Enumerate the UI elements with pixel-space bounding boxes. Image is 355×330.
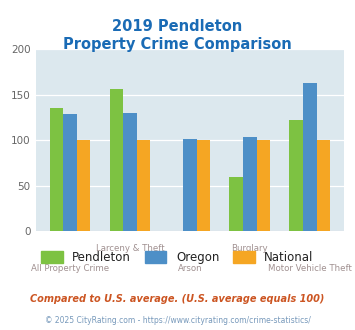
Bar <box>50 108 63 231</box>
Text: 2019 Pendleton: 2019 Pendleton <box>113 19 242 34</box>
Legend: Pendleton, Oregon, National: Pendleton, Oregon, National <box>37 246 318 269</box>
Text: Property Crime Comparison: Property Crime Comparison <box>63 37 292 52</box>
Bar <box>77 140 91 231</box>
Text: Compared to U.S. average. (U.S. average equals 100): Compared to U.S. average. (U.S. average … <box>30 294 325 304</box>
Bar <box>317 140 330 231</box>
Bar <box>183 139 197 231</box>
Bar <box>123 113 137 231</box>
Bar <box>229 177 243 231</box>
Text: Arson: Arson <box>178 264 202 273</box>
Bar <box>137 140 151 231</box>
Text: Motor Vehicle Theft: Motor Vehicle Theft <box>268 264 352 273</box>
Bar <box>243 137 257 231</box>
Text: Larceny & Theft: Larceny & Theft <box>95 244 164 253</box>
Text: All Property Crime: All Property Crime <box>31 264 109 273</box>
Bar <box>289 120 303 231</box>
Bar <box>197 140 211 231</box>
Text: Burglary: Burglary <box>231 244 268 253</box>
Bar <box>63 114 77 231</box>
Bar <box>303 83 317 231</box>
Bar <box>109 88 123 231</box>
Bar <box>257 140 271 231</box>
Text: © 2025 CityRating.com - https://www.cityrating.com/crime-statistics/: © 2025 CityRating.com - https://www.city… <box>45 316 310 325</box>
